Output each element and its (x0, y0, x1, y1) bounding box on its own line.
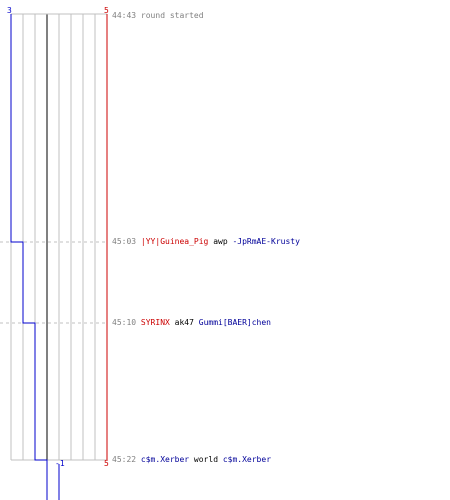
event-time: 44:43 (112, 11, 137, 20)
event-weapon: awp (213, 237, 228, 246)
grid-lines (10, 13, 107, 461)
right-score-start: 5 (104, 6, 109, 15)
event-row: 44:43 round started (112, 12, 204, 21)
right-score-end: 5 (104, 459, 109, 468)
left-team-line (10, 14, 48, 500)
event-killer: |YY|Guinea_Pig (140, 237, 209, 246)
event-description: round started (140, 11, 204, 20)
event-time: 45:22 (112, 455, 137, 464)
event-time: 45:03 (112, 237, 137, 246)
event-row: 45:03 |YY|Guinea_Pig awp -JpRmAE-Krusty (112, 238, 300, 247)
event-killer: c$m.Xerber (140, 455, 190, 464)
left-score-end: -1 (55, 459, 65, 468)
event-row: 45:10 SYRINX ak47 Gummi[BAER]chen (112, 319, 271, 328)
event-victim: Gummi[BAER]chen (198, 318, 271, 327)
event-row: 45:22 c$m.Xerber world c$m.Xerber (112, 456, 271, 465)
event-killer: SYRINX (140, 318, 170, 327)
event-victim: -JpRmAE-Krusty (232, 237, 300, 246)
left-score-start: 3 (7, 6, 12, 15)
event-guide-lines (0, 241, 107, 324)
event-weapon: world (193, 455, 219, 464)
event-time: 45:10 (112, 318, 137, 327)
event-weapon: ak47 (174, 318, 194, 327)
event-victim: c$m.Xerber (222, 455, 272, 464)
